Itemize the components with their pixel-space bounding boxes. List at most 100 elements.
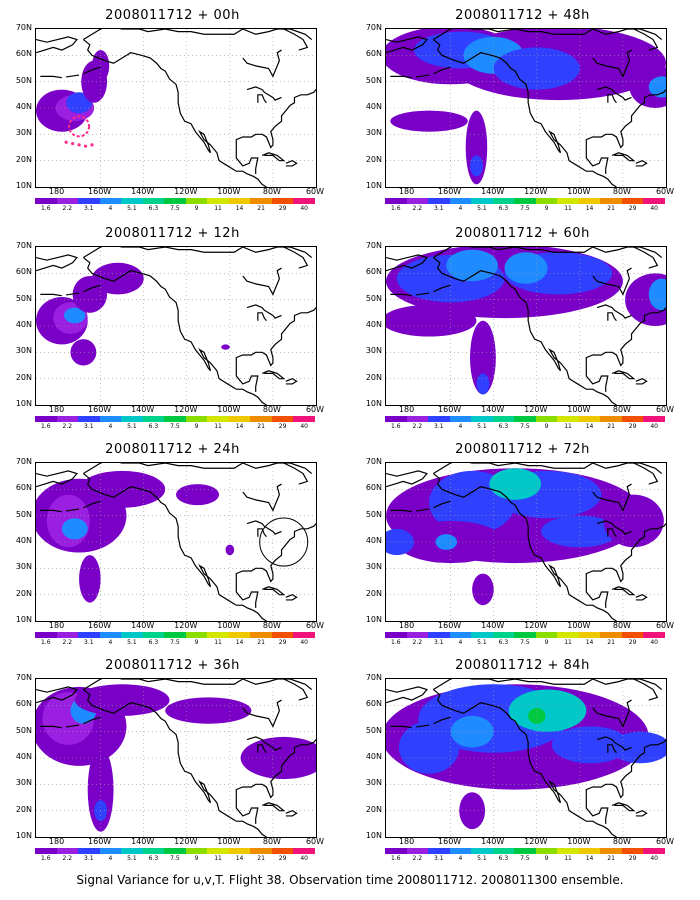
- variance-contour: [74, 684, 170, 716]
- colorbar-label: 7.5: [520, 855, 530, 862]
- lat-tick-label: 40N: [15, 752, 32, 761]
- colorbar-label: 5.1: [127, 205, 137, 212]
- colorbar-label: 2.2: [412, 639, 423, 646]
- colorbar-swatch: [99, 416, 122, 422]
- colorbar-swatch: [121, 632, 143, 638]
- lon-tick-label: 140W: [131, 621, 155, 630]
- colorbar-label: 14: [585, 855, 594, 862]
- coastline: [386, 686, 428, 704]
- colorbar-swatch: [121, 848, 143, 854]
- colorbar-swatch: [164, 198, 186, 204]
- variance-contour: [504, 252, 548, 284]
- lat-tick-label: 50N: [365, 509, 382, 519]
- colorbar-label: 6.3: [498, 205, 509, 212]
- coastline: [416, 292, 430, 296]
- variance-contour: [610, 731, 666, 764]
- colorbar-swatch: [228, 198, 251, 204]
- colorbar-swatch: [207, 632, 229, 638]
- coastline: [607, 312, 617, 322]
- lat-tick-label: 20N: [365, 372, 382, 382]
- lon-tick-label: 60W: [305, 621, 325, 630]
- colorbar-swatch: [35, 198, 57, 204]
- colorbar-label: 6.3: [498, 855, 509, 862]
- coastline: [592, 483, 632, 512]
- coastline: [36, 470, 78, 488]
- coastline: [390, 725, 412, 729]
- colorbar-label: 7.5: [170, 855, 180, 862]
- colorbar-swatch: [164, 416, 186, 422]
- colorbar-label: 11: [564, 639, 572, 646]
- colorbar-label: 29: [278, 855, 287, 862]
- colorbar: [385, 632, 665, 638]
- colorbar-label: 14: [235, 855, 244, 862]
- variance-contour: [64, 307, 86, 324]
- lon-tick-label: 100W: [217, 837, 241, 846]
- map-svg: [386, 247, 666, 405]
- lat-tick-label: 20N: [365, 154, 382, 164]
- colorbar-swatch: [535, 848, 558, 854]
- variance-contour: [470, 155, 483, 177]
- panel-title: 2008011712 + 72h: [455, 442, 590, 457]
- variance-contour: [176, 484, 220, 506]
- colorbar-swatch: [228, 632, 251, 638]
- coastline: [390, 293, 412, 297]
- colorbar-labels: 1.6 2.2 3.1 4 5.1 6.3 7.5 9 11 14 21 29 40: [35, 639, 315, 647]
- coastline: [261, 370, 286, 380]
- coastline: [242, 699, 282, 728]
- lon-tick-label: 160W: [438, 621, 462, 630]
- coastline: [246, 304, 282, 319]
- variance-contour: [386, 528, 414, 556]
- lat-tick-label: 60N: [15, 483, 32, 493]
- lat-tick-label: 70N: [15, 673, 32, 682]
- colorbar-label: 1.6: [40, 855, 51, 862]
- coastline: [585, 144, 609, 174]
- colorbar-swatch: [56, 632, 79, 638]
- lat-tick-label: 40N: [365, 320, 382, 329]
- colorbar-swatch: [557, 632, 579, 638]
- coastline: [235, 144, 259, 174]
- observation-point: [64, 140, 68, 144]
- lon-tick-label: 120W: [524, 621, 548, 630]
- colorbar-swatch: [492, 416, 515, 422]
- lon-tick-label: 80W: [262, 837, 281, 846]
- coastline: [66, 74, 80, 78]
- lat-tick-label: 50N: [365, 293, 382, 303]
- coastline: [433, 247, 663, 259]
- coastline: [66, 508, 80, 512]
- coastline: [433, 473, 617, 621]
- lon-tick-label: 120W: [174, 187, 198, 196]
- colorbar-swatch: [56, 198, 79, 204]
- colorbar-swatch: [428, 632, 450, 638]
- coastline: [235, 578, 259, 608]
- colorbar-label: 40: [300, 205, 308, 212]
- coastline: [596, 520, 632, 535]
- colorbar-label: 4: [108, 205, 113, 212]
- variance-contour: [629, 65, 666, 108]
- lon-tick-label: 140W: [131, 837, 155, 846]
- variance-contour: [551, 726, 630, 764]
- variance-contour: [493, 47, 580, 90]
- colorbar-swatch: [228, 848, 251, 854]
- lon-tick-label: 80W: [612, 405, 631, 414]
- lat-tick-label: 30N: [15, 562, 32, 572]
- colorbar-label: 2.2: [62, 855, 73, 862]
- coastline: [611, 586, 636, 596]
- colorbar-swatch: [185, 416, 208, 422]
- map-plot-area: [385, 246, 667, 406]
- colorbar-swatch: [514, 632, 536, 638]
- coastline: [257, 528, 267, 538]
- colorbar-label: 21: [257, 855, 265, 862]
- colorbar-swatch: [78, 416, 100, 422]
- observation-point: [71, 141, 75, 146]
- variance-contour: [648, 76, 666, 98]
- colorbar-label: 3.1: [84, 855, 94, 862]
- colorbar-label: 3.1: [434, 205, 444, 212]
- colorbar-label: 5.1: [127, 639, 137, 646]
- coastline: [585, 739, 666, 799]
- lon-tick-label: 100W: [567, 837, 591, 846]
- lat-tick-label: 10N: [365, 181, 382, 190]
- lat-tick-label: 60N: [15, 267, 32, 277]
- coastline: [416, 724, 430, 728]
- colorbar-label: 1.6: [40, 639, 51, 646]
- colorbar-swatch: [142, 632, 165, 638]
